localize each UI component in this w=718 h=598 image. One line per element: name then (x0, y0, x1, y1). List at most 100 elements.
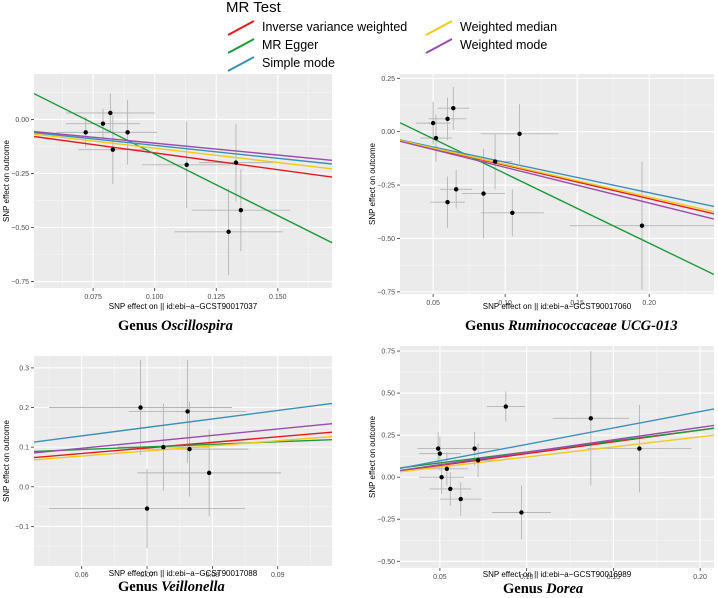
x-tick-label: 0.15 (607, 574, 621, 581)
y-axis-label: SNP effect on outcome (2, 139, 11, 222)
y-tick-label: −0.25 (377, 517, 395, 524)
caption-prefix: Genus (503, 581, 543, 597)
regression-line-wmedian (400, 434, 714, 473)
y-tick-label: 0.0 (19, 484, 29, 491)
caption-veillonella: Genus Veillonella (118, 579, 225, 596)
plot-background (400, 346, 714, 568)
snp-point (637, 446, 642, 451)
snp-point (639, 223, 645, 228)
snp-point (125, 130, 130, 135)
snp-point (588, 416, 594, 421)
legend-key-wmode (425, 38, 453, 54)
x-tick-label: 0.100 (146, 294, 164, 301)
y-axis-label: SNP effect on outcome (2, 419, 11, 502)
legend-key-wmedian (425, 20, 453, 36)
x-tick-label: 0.10 (498, 300, 512, 307)
y-tick-label: 0.1 (19, 445, 29, 452)
y-tick-label: 0.00 (15, 117, 29, 124)
regression-line-simple (34, 131, 332, 165)
y-tick-label: 0.25 (381, 433, 395, 440)
snp-point (138, 405, 143, 410)
regression-line-egger (400, 122, 714, 276)
snp-point (453, 187, 459, 192)
x-tick-label: 0.20 (642, 300, 656, 307)
legend-label-simple: Simple mode (262, 56, 335, 70)
snp-point (475, 458, 481, 463)
x-tick-label: 0.10 (520, 574, 534, 581)
y-tick-label: −0.1 (15, 524, 29, 531)
snp-point (510, 210, 515, 216)
snp-point (492, 159, 498, 164)
y-axis-label: SNP effect on outcome (368, 142, 377, 225)
snp-point (226, 229, 231, 234)
y-tick-label: 0.00 (381, 129, 395, 136)
x-tick-label: 0.06 (75, 572, 89, 579)
snp-point (444, 466, 450, 471)
regression-line-ivw (34, 135, 332, 178)
legend-key-simple (227, 56, 255, 72)
snp-point (433, 135, 439, 141)
snp-point (437, 451, 443, 456)
legend-label-wmode: Weighted mode (460, 38, 548, 52)
snp-point (451, 105, 456, 111)
caption-taxon: Dorea (546, 581, 584, 597)
regression-line-simple (400, 408, 714, 470)
x-axis-label: SNP effect on || id:ebi−a−GCST90017060 (483, 302, 632, 311)
regression-line-wmode (400, 424, 714, 472)
legend-label-ivw: Inverse variance weighted (262, 20, 408, 34)
snp-point (108, 110, 113, 116)
snp-point (503, 404, 509, 409)
snp-point (439, 474, 444, 480)
snp-point (430, 120, 436, 126)
y-tick-label: 0.2 (19, 405, 29, 412)
legend-label-egger: MR Egger (262, 38, 319, 52)
y-tick-label: −0.75 (11, 279, 29, 286)
x-tick-label: 0.09 (271, 572, 285, 579)
x-tick-label: 0.05 (433, 574, 447, 581)
y-tick-label: 0.75 (381, 349, 395, 356)
y-tick-label: −0.25 (11, 171, 29, 178)
plot-background (400, 74, 714, 294)
regression-line-simple (400, 139, 714, 208)
caption-oscillospira: Genus Oscillospira (118, 318, 233, 335)
x-tick-label: 0.075 (84, 294, 102, 301)
regression-line-wmedian (34, 133, 332, 170)
x-axis-label: SNP effect on || id:ebi−a−GCST90016989 (483, 570, 632, 579)
snp-point (448, 486, 453, 492)
snp-point (233, 160, 239, 165)
y-tick-label: −0.75 (377, 289, 395, 296)
legend: MR Test Inverse variance weighted MR Egg… (0, 0, 718, 74)
y-tick-label: 0.00 (381, 475, 395, 482)
caption-taxon: Oscillospira (161, 318, 233, 334)
x-tick-label: 0.125 (207, 294, 225, 301)
y-tick-label: −0.50 (377, 236, 395, 243)
data-layer (400, 86, 714, 290)
x-tick-label: 0.07 (140, 572, 154, 579)
legend-title: MR Test (226, 0, 281, 16)
regression-line-egger (34, 92, 332, 244)
regression-line-wmode (34, 130, 332, 161)
plot-background (34, 356, 332, 566)
x-axis-label: SNP effect on || id:ebi−a−GCST90017037 (109, 302, 258, 311)
data-layer (34, 92, 332, 276)
y-tick-label: 0.3 (19, 365, 29, 372)
caption-dorea: Genus Dorea (503, 581, 583, 598)
y-tick-label: 0.50 (381, 391, 395, 398)
snp-point (445, 116, 450, 122)
regression-line-egger (34, 438, 332, 453)
regression-line-wmedian (400, 139, 714, 213)
x-axis-label: SNP effect on || id:ebi−a−GCST90017088 (109, 569, 258, 578)
plot-background (34, 74, 332, 288)
snp-point (519, 510, 524, 515)
y-axis-label: SNP effect on outcome (368, 415, 377, 498)
x-tick-label: 0.150 (269, 294, 287, 301)
regression-line-wmedian (34, 435, 332, 461)
caption-prefix: Genus (118, 318, 158, 334)
snp-point (445, 199, 450, 205)
x-tick-label: 0.20 (693, 574, 707, 581)
snp-point (187, 446, 192, 452)
